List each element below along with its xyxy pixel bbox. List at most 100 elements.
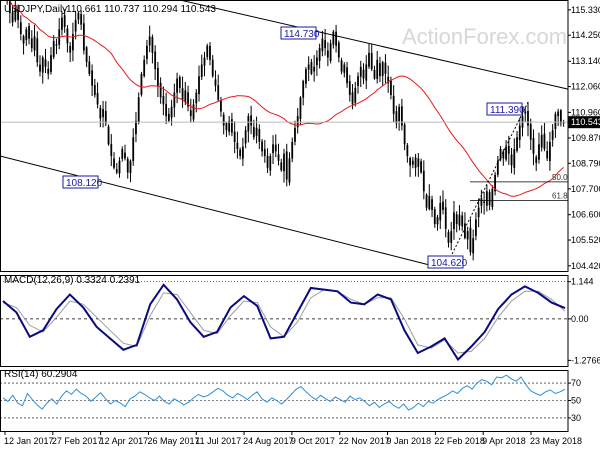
candle-body: [178, 77, 181, 88]
candle-body: [315, 57, 318, 66]
candle-body: [464, 223, 466, 239]
macd-frame: [0, 275, 569, 367]
candle-body: [518, 125, 521, 140]
candle-body: [231, 119, 233, 133]
candle-body: [285, 151, 288, 180]
pivot-label-box: [280, 26, 317, 40]
candle-body: [198, 76, 200, 95]
candle-body: [222, 114, 225, 126]
candle-body: [228, 120, 231, 132]
pivot-label-4: 104.620: [431, 258, 468, 269]
candle-body: [370, 53, 373, 70]
candle-body: [368, 52, 370, 67]
candle-body: [291, 141, 294, 159]
candle-body: [305, 69, 307, 84]
candle-body: [214, 79, 217, 86]
candle-body: [146, 45, 148, 60]
candle-body: [354, 87, 357, 103]
candle-body: [491, 188, 494, 208]
candle-body: [255, 127, 258, 136]
candle-body: [99, 107, 102, 119]
macd-tick-label: 0.00: [571, 314, 589, 324]
candle-body: [510, 154, 513, 166]
candle-body: [549, 141, 551, 162]
candle-body: [63, 15, 66, 27]
candle-body: [137, 97, 140, 123]
candle-body: [447, 232, 450, 243]
candle-body: [280, 162, 283, 171]
candle-body: [167, 113, 170, 121]
candle-body: [546, 151, 549, 159]
pivot-label-2: 114.730: [284, 29, 320, 40]
price-tick-label: 108.790: [571, 158, 600, 168]
price-tick-label: 105.520: [571, 235, 600, 245]
candle-body: [74, 19, 77, 32]
candle-body: [263, 149, 266, 157]
candle-body: [392, 95, 395, 114]
candle-body: [181, 88, 184, 100]
candle-body: [8, 0, 11, 13]
candle-body: [529, 123, 532, 140]
candle-body: [143, 59, 146, 77]
candle-body: [151, 36, 154, 53]
candle-body: [507, 145, 510, 154]
candle-body: [129, 160, 132, 174]
candle-body: [104, 111, 107, 124]
price-tick-label: 114.250: [571, 30, 600, 40]
x-tick-label: 9 Jan 2018: [387, 436, 432, 446]
macd-title: MACD(12,26,9) 0.3324 0.2391: [4, 275, 141, 286]
x-tick-label: 12 Jan 2017: [4, 436, 54, 446]
candle-body: [496, 160, 499, 175]
candle-body: [332, 31, 335, 45]
candle-body: [488, 192, 491, 206]
candle-body: [453, 212, 455, 230]
candle-body: [132, 137, 135, 162]
candle-body: [159, 82, 162, 98]
candle-body: [461, 215, 464, 227]
macd-tick-label: 1.144: [571, 277, 594, 287]
candle-body: [44, 59, 47, 67]
candle-body: [513, 148, 516, 168]
candle-body: [420, 161, 422, 173]
candle-body: [187, 92, 189, 107]
candle-body: [274, 144, 277, 152]
candle-body: [170, 106, 173, 118]
candle-body: [233, 131, 236, 142]
candle-body: [335, 31, 337, 46]
candle-body: [466, 231, 469, 240]
candle-body: [346, 67, 348, 84]
candle-body: [250, 115, 253, 126]
candle-body: [340, 60, 343, 72]
price-tick-label: 110.960: [571, 107, 600, 117]
candle-body: [357, 76, 359, 87]
price-tick-label: 112.060: [571, 82, 600, 92]
rsi-tick-label: 70: [571, 378, 581, 388]
candle-body: [184, 90, 187, 103]
candle-body: [148, 36, 151, 46]
candle-body: [403, 124, 406, 145]
candle-body: [277, 154, 280, 161]
candle-body: [217, 85, 220, 100]
candle-body: [19, 22, 22, 35]
macd-tick-label: -1.2766: [571, 355, 600, 365]
candle-body: [562, 122, 565, 124]
candle-body: [225, 123, 228, 131]
candle-body: [241, 146, 244, 159]
pivot-label-1: 108.120: [66, 178, 103, 189]
candle-body: [442, 201, 444, 210]
candle-body: [313, 66, 316, 72]
candle-body: [236, 142, 239, 149]
candle-body: [524, 111, 527, 114]
pivot-label-box: [486, 102, 523, 116]
candle-body: [543, 133, 546, 149]
candle-body: [283, 153, 285, 172]
candle-body: [455, 214, 458, 225]
candle-body: [61, 17, 63, 30]
candle-body: [102, 109, 104, 118]
candle-body: [173, 92, 176, 108]
candle-body: [195, 92, 198, 104]
candle-body: [494, 174, 496, 192]
candle-body: [307, 64, 310, 70]
candle-body: [376, 59, 379, 79]
